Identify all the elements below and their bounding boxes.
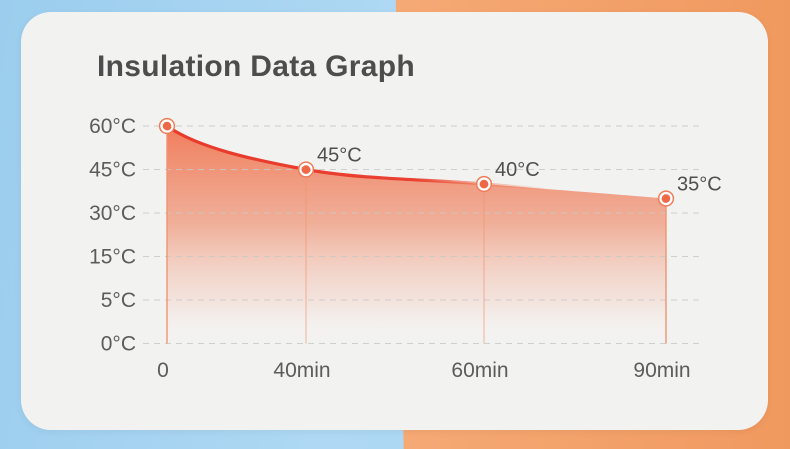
- data-point-marker-outer-ring: [475, 175, 493, 193]
- data-point-marker-white-ring: [477, 177, 491, 191]
- chart-area: [167, 126, 666, 344]
- y-tick-label: 0°C: [101, 333, 136, 356]
- data-point-marker: [661, 194, 671, 203]
- data-point-marker-white-ring: [659, 191, 673, 206]
- y-tick-label: 15°C: [89, 246, 136, 269]
- x-tick-label: 60min: [451, 359, 508, 382]
- temperature-curve: [165, 124, 668, 201]
- data-point-marker: [301, 165, 311, 174]
- data-point-marker-outer-ring: [297, 161, 315, 178]
- data-point-marker-white-ring: [160, 119, 174, 133]
- data-point-marker-outer-ring: [158, 117, 176, 135]
- x-tick-label: 90min: [633, 359, 690, 382]
- data-point-marker: [479, 179, 489, 189]
- point-label: 35°C: [677, 174, 722, 196]
- x-tick-label: 40min: [273, 359, 330, 382]
- y-tick-label: 60°C: [89, 115, 136, 138]
- data-point-marker: [162, 121, 172, 131]
- x-tick-label: 0: [157, 359, 169, 382]
- y-tick-label: 5°C: [101, 289, 136, 312]
- data-point-marker-outer-ring: [657, 190, 675, 207]
- point-label: 40°C: [495, 159, 540, 181]
- y-tick-label: 45°C: [89, 159, 136, 182]
- chart-title: Insulation Data Graph: [97, 50, 416, 83]
- point-label: 45°C: [317, 145, 362, 167]
- y-tick-label: 30°C: [89, 202, 136, 225]
- data-point-marker-white-ring: [299, 162, 313, 177]
